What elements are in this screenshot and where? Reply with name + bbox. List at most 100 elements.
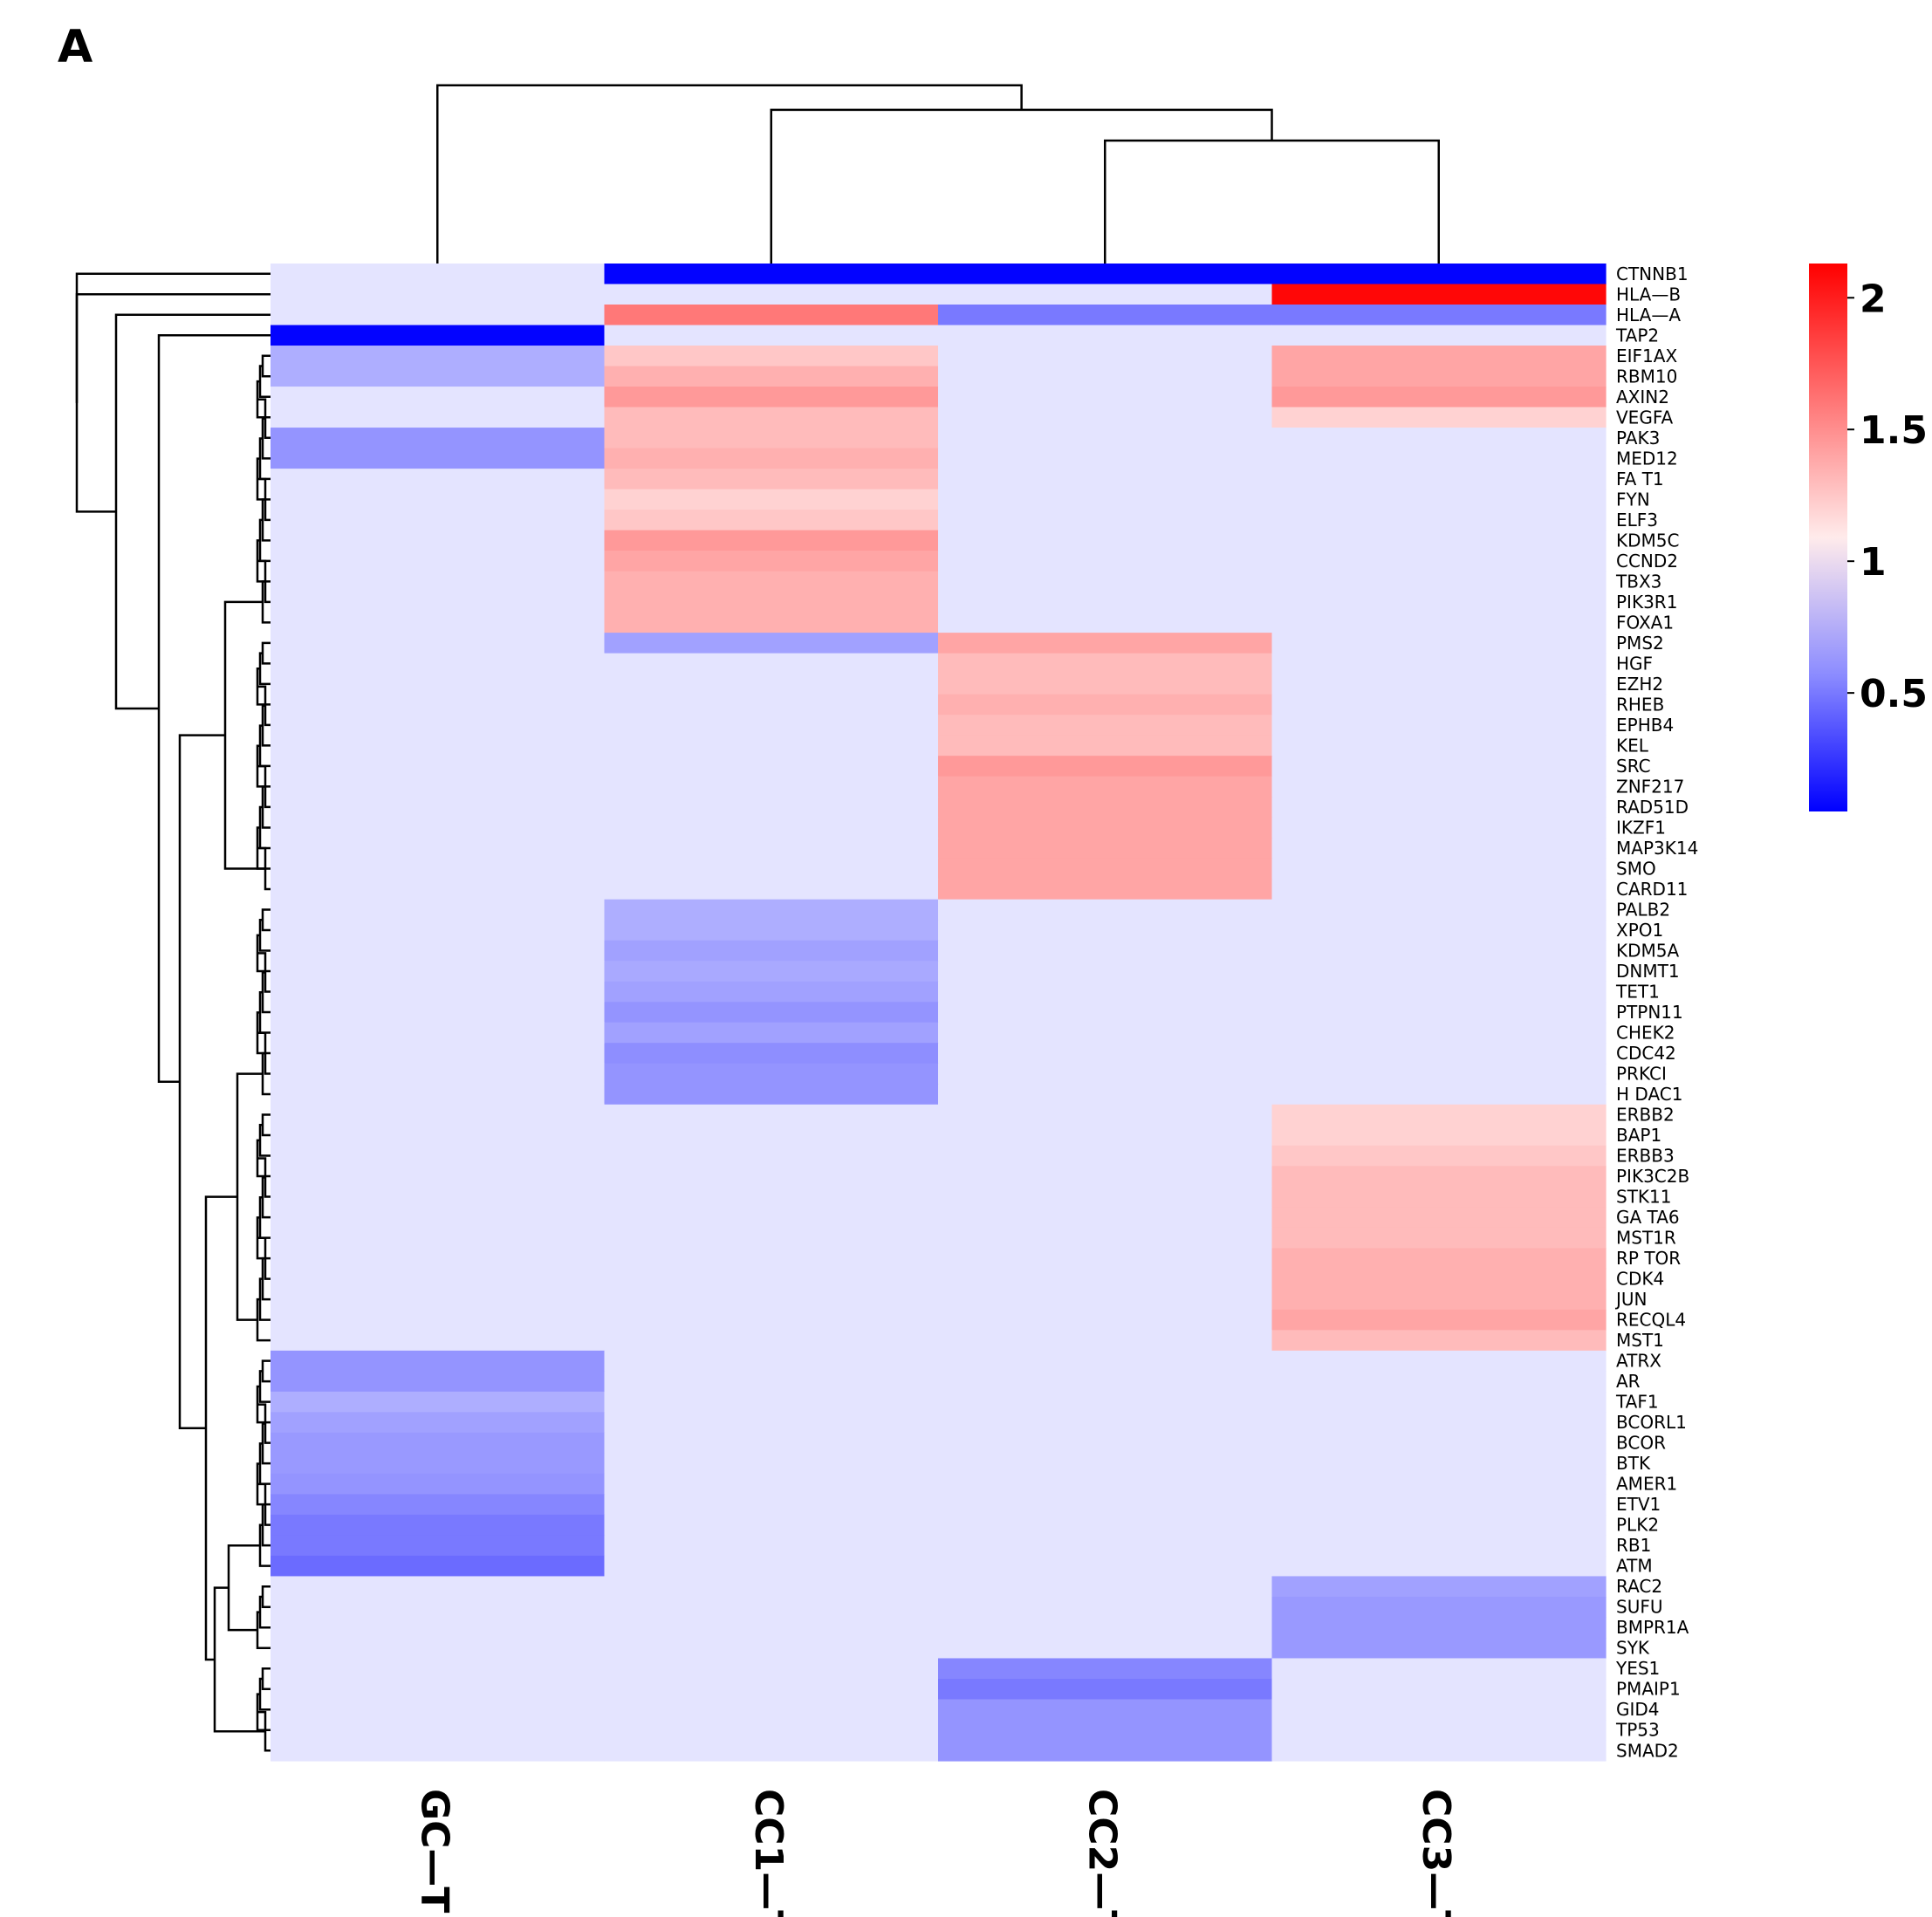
heatmap-cell xyxy=(938,1637,1273,1660)
heatmap-cell xyxy=(604,1699,939,1721)
heatmap-cell xyxy=(938,305,1273,326)
heatmap-cell xyxy=(271,387,606,408)
heatmap-cell xyxy=(938,387,1273,408)
heatmap-cell xyxy=(604,1596,939,1619)
heatmap-cell xyxy=(1271,694,1607,715)
row-label: CTNNB1 xyxy=(1616,264,1689,284)
heatmap-cell xyxy=(938,1719,1273,1742)
row-label: ATM xyxy=(1616,1556,1653,1577)
heatmap-cell xyxy=(938,674,1273,695)
panel-label: A xyxy=(58,21,93,73)
heatmap-cell xyxy=(938,858,1273,880)
heatmap-cell xyxy=(604,1740,939,1762)
row-label: XPO1 xyxy=(1616,920,1663,941)
heatmap-cell xyxy=(1271,858,1607,880)
heatmap-cell xyxy=(604,325,939,346)
heatmap-cell xyxy=(604,899,939,921)
row-label: ELF3 xyxy=(1616,510,1658,531)
heatmap-cell xyxy=(271,325,606,346)
row-label: TP53 xyxy=(1615,1720,1660,1741)
heatmap-cell xyxy=(604,1207,939,1229)
heatmap-cell xyxy=(271,1514,606,1537)
heatmap-cell xyxy=(604,776,939,798)
heatmap-cell xyxy=(271,366,606,387)
heatmap-cell xyxy=(1271,469,1607,490)
row-label: PLK2 xyxy=(1616,1515,1659,1536)
heatmap-cell xyxy=(604,1453,939,1475)
dendrogram-branch xyxy=(261,908,271,932)
heatmap-cell xyxy=(1271,1740,1607,1762)
heatmap-cell xyxy=(604,1637,939,1660)
heatmap-cell xyxy=(604,1494,939,1516)
heatmap-cell xyxy=(271,1473,606,1496)
heatmap-cell xyxy=(1271,1125,1607,1147)
row-label: HLA—B xyxy=(1616,284,1681,305)
heatmap-cell xyxy=(938,1576,1273,1598)
heatmap-cell xyxy=(1271,264,1607,285)
row-label: ERBB2 xyxy=(1616,1105,1675,1126)
heatmap-cell xyxy=(938,981,1273,1003)
heatmap-cell xyxy=(604,1022,939,1044)
heatmap-cell xyxy=(604,284,939,305)
row-label: KEL xyxy=(1616,735,1649,756)
row-label: HGF xyxy=(1616,653,1653,674)
heatmap-cell xyxy=(271,1289,606,1311)
heatmap-cell xyxy=(938,1330,1273,1352)
heatmap-cell xyxy=(604,366,939,387)
heatmap-cell xyxy=(604,1514,939,1537)
heatmap-cell xyxy=(938,489,1273,510)
row-label: PTPN11 xyxy=(1616,1002,1683,1023)
heatmap-cell xyxy=(604,1186,939,1208)
heatmap-cell xyxy=(271,1740,606,1762)
heatmap-cell xyxy=(271,1022,606,1044)
row-label: JUN xyxy=(1614,1289,1648,1310)
heatmap-cell xyxy=(604,1289,939,1311)
heatmap-cell xyxy=(271,633,606,654)
heatmap-cell xyxy=(1271,1104,1607,1126)
heatmap-cell xyxy=(604,1719,939,1742)
heatmap-cell xyxy=(604,387,939,408)
heatmap-cell xyxy=(1271,1473,1607,1496)
heatmap-cell xyxy=(604,428,939,449)
heatmap-cell xyxy=(604,592,939,613)
row-label: PIK3C2B xyxy=(1616,1166,1689,1187)
heatmap-cell xyxy=(938,1104,1273,1126)
heatmap-cell xyxy=(1271,366,1607,387)
heatmap-cell xyxy=(271,428,606,449)
heatmap-cell xyxy=(1271,1186,1607,1208)
heatmap-cell xyxy=(271,1084,606,1106)
heatmap-cell xyxy=(604,1002,939,1024)
heatmap-cell xyxy=(271,1617,606,1639)
column-label: CC2—T xyxy=(1079,1789,1124,1917)
heatmap-cell xyxy=(604,1104,939,1126)
row-label: PIK3R1 xyxy=(1616,592,1677,613)
heatmap-cell xyxy=(271,1166,606,1188)
row-label: ETV1 xyxy=(1616,1494,1661,1515)
row-label: CDK4 xyxy=(1616,1269,1664,1290)
heatmap-cell xyxy=(271,530,606,551)
heatmap-cell xyxy=(1271,284,1607,305)
heatmap-cell xyxy=(271,305,606,326)
heatmap-cell xyxy=(938,1002,1273,1024)
row-label: TAP2 xyxy=(1615,325,1659,346)
heatmap-cell xyxy=(1271,325,1607,346)
row-label: RBM10 xyxy=(1616,366,1677,387)
row-label: BTK xyxy=(1616,1453,1651,1474)
colorbar-tick-label: 0.5 xyxy=(1860,672,1928,716)
heatmap-cell xyxy=(1271,1371,1607,1393)
heatmap-cell xyxy=(1271,1268,1607,1290)
heatmap-cell xyxy=(1271,1432,1607,1454)
row-label: AXIN2 xyxy=(1616,387,1669,407)
heatmap-cell xyxy=(604,1125,939,1147)
heatmap-cell xyxy=(604,940,939,962)
heatmap-cell xyxy=(938,1084,1273,1106)
colorbar-tick-label: 1 xyxy=(1860,540,1887,585)
heatmap-cell xyxy=(271,469,606,490)
heatmap-cell xyxy=(271,797,606,818)
heatmap-cell xyxy=(938,920,1273,941)
heatmap-cell xyxy=(938,510,1273,531)
heatmap-cell xyxy=(271,1002,606,1024)
heatmap-cell xyxy=(938,899,1273,921)
heatmap-cell xyxy=(1271,1207,1607,1229)
heatmap-cell xyxy=(271,1309,606,1331)
